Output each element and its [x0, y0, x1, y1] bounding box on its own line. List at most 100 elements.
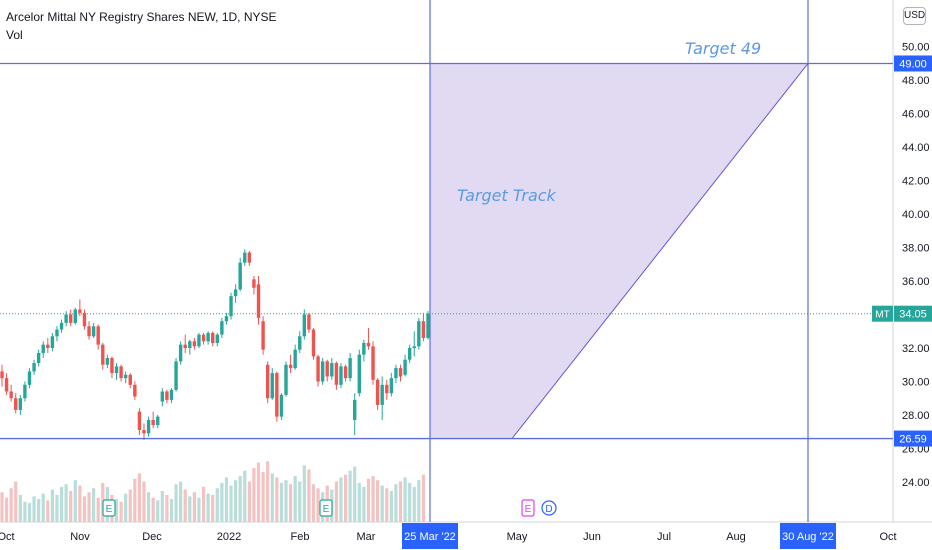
candle-body [398, 368, 403, 377]
candle-body [270, 373, 274, 399]
candle-body [233, 289, 238, 297]
candle-body [371, 346, 375, 380]
volume-bar [133, 478, 137, 522]
candle-body [14, 398, 18, 410]
volume-bar [9, 488, 13, 522]
volume-bar [389, 490, 393, 522]
candle-body [215, 334, 219, 343]
candle-body [96, 326, 100, 345]
date-marker-bg [402, 523, 458, 549]
price-tick-label: 28.00 [902, 410, 930, 422]
earnings-marker [319, 499, 333, 517]
candle-body [284, 364, 288, 395]
candle-body [151, 419, 155, 425]
candle-body [4, 378, 9, 392]
target-49-annotation: Target 49 [685, 39, 761, 58]
symbol-tag: MT [875, 310, 889, 321]
volume-bar [298, 481, 302, 522]
volume-bar [357, 482, 361, 522]
time-tick-label: Jun [583, 531, 601, 543]
earnings-marker-label: E [525, 504, 532, 515]
volume-bar [55, 495, 59, 522]
volume-bar [339, 477, 343, 522]
volume-bar [156, 500, 160, 522]
candle-body [243, 252, 247, 263]
candle-body [288, 364, 293, 369]
volume-bar [288, 484, 293, 522]
time-tick-label: Feb [291, 531, 310, 543]
candle-body [366, 342, 371, 347]
candle-body [137, 411, 142, 431]
candle-body [343, 366, 348, 379]
candle-body [265, 364, 270, 399]
volume-bar [380, 485, 384, 522]
candle-body [91, 326, 96, 337]
price-tick-label: 30.00 [902, 376, 930, 388]
volume-bar [188, 496, 192, 522]
volume-bar [234, 480, 238, 522]
date-marker-bg [780, 523, 836, 549]
level-26-tag-bg [894, 430, 932, 447]
volume-bar [366, 478, 371, 522]
price-tick-label: 42.00 [902, 176, 930, 188]
volume-bar [243, 470, 247, 522]
level-49-tag-bg [894, 55, 932, 72]
volume-bar [229, 485, 233, 522]
volume-bar [211, 495, 215, 522]
candle-body [224, 316, 229, 322]
price-axis[interactable]: 24.0026.0028.0030.0032.0034.0036.0038.00… [872, 42, 932, 489]
volume-bar [201, 486, 206, 522]
candle-body [41, 344, 45, 354]
chart-annotations[interactable]: Target 49 Target Track [457, 39, 761, 205]
candle-body [183, 344, 187, 348]
date-marker-label: 25 Mar '22 [404, 531, 456, 543]
time-tick-label: Oct [879, 531, 896, 543]
candle-body [46, 344, 50, 348]
candle-body [110, 358, 114, 374]
level-26-tag: 26.59 [899, 434, 927, 446]
volume-bar [220, 482, 224, 522]
earnings-marker [102, 499, 116, 517]
candle-body [302, 314, 307, 337]
volume-bar [353, 466, 357, 522]
volume-bar [169, 499, 174, 522]
candle-body [261, 321, 265, 350]
candle-body [394, 368, 398, 379]
volume-bar [160, 490, 164, 522]
volume-indicator-label[interactable]: Vol [6, 28, 23, 42]
volume-bar [398, 481, 403, 522]
target-track-zone[interactable] [430, 63, 809, 439]
volume-bar [334, 481, 338, 522]
candle-body [197, 334, 201, 347]
volume-bar [151, 497, 155, 522]
volume-bar [114, 499, 119, 522]
volume-bar [394, 484, 398, 522]
candle-body [375, 379, 380, 405]
candle-body [105, 358, 110, 365]
volume-bar [0, 492, 4, 522]
candle-body [353, 399, 357, 420]
volume-bar [128, 489, 132, 522]
symbol-title[interactable]: Arcelor Mittal NY Registry Shares NEW, 1… [6, 10, 277, 24]
volume-bar [247, 481, 251, 522]
currency-button[interactable]: USD [903, 7, 926, 25]
candle-body [9, 391, 13, 399]
volume-bar [18, 495, 22, 522]
candle-body [78, 309, 82, 313]
candle-body [403, 359, 407, 375]
time-axis[interactable]: Oct Nov Dec 2022 Feb Mar 25 Mar '22 May Jun Jul Au… [0, 523, 897, 549]
candle-body [142, 430, 146, 434]
candle-body [316, 356, 320, 382]
volume-bar [266, 461, 270, 522]
volume-bar [284, 480, 288, 522]
target-track-annotation: Target Track [457, 186, 557, 205]
volume-bar [343, 474, 348, 522]
volume-bar [69, 490, 73, 522]
price-tick-label: 38.00 [902, 243, 930, 255]
volume-bar [215, 488, 219, 522]
drawing-lines[interactable] [0, 0, 893, 522]
volume-bar [64, 484, 68, 522]
dividend-marker [541, 500, 557, 516]
